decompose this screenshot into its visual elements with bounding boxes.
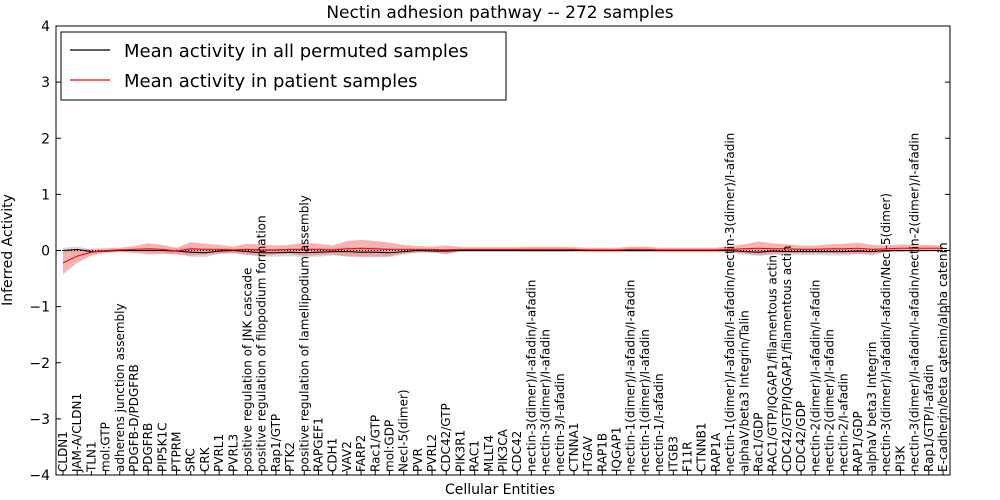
x-tick-label: CTNNA1 — [567, 422, 581, 472]
x-tick-label: nectin-1(dimer)/I-afadin/I-afadin — [624, 280, 638, 472]
x-tick-label: CDC42/GDP — [794, 401, 808, 472]
x-tick-label: RAP1B — [595, 433, 609, 472]
y-tick-label: 3 — [41, 75, 50, 91]
x-tick-label: PVR — [411, 448, 425, 472]
x-tick-label: Necl-5(dimer) — [397, 389, 411, 472]
x-tick-label: alphaV beta3 Integrin — [865, 341, 879, 472]
x-tick-label: RAPGEF1 — [311, 417, 325, 472]
y-tick-label: −3 — [29, 412, 50, 428]
x-tick-label: nectin-1(dimer)/I-afadin — [638, 329, 652, 472]
confidence-bands — [63, 239, 943, 275]
x-tick-label: PDGFRB — [141, 423, 155, 472]
x-tick-label: Rap1/GTP/I-afadin — [922, 364, 936, 472]
x-tick-label: CDH1 — [326, 438, 340, 472]
x-tick-label: F11R — [681, 441, 695, 472]
x-tick-label: nectin-1/I-afadin — [652, 373, 666, 472]
x-tick-label: PTPRM — [170, 432, 184, 473]
x-tick-label: positive regulation of lamellipodium ass… — [297, 195, 311, 472]
band-series-1 — [63, 239, 943, 275]
x-tick-label: nectin-1(dimer)/I-afadin/I-afadin/nectin… — [723, 133, 737, 472]
line-series-1 — [62, 247, 943, 264]
y-tick-label: −4 — [29, 468, 50, 484]
x-tick-label: CLDN1 — [56, 431, 70, 472]
x-tick-label: PIK3CA — [496, 428, 510, 472]
plot-frame — [55, 25, 951, 476]
x-tick-label: CRK — [198, 446, 212, 472]
x-tick-labels: CLDN1 JAM-A/CLDN1 TLN1 mol:GTP adherens junc… — [56, 133, 950, 475]
x-tick-label: CDC42/GTP/IQGAP1/filamentous actin — [780, 246, 794, 472]
line-series-0 — [62, 248, 943, 254]
legend-label-permuted: Mean activity in all permuted samples — [124, 41, 468, 62]
y-tick-label: 2 — [41, 131, 50, 147]
x-tick-label: CDC42/GTP — [439, 403, 453, 472]
x-tick-label: RAC1 — [468, 440, 482, 472]
x-tick-label: ITGB3 — [666, 436, 680, 472]
x-tick-label: Rac1/GTP — [368, 415, 382, 472]
x-tick-label: TLN1 — [84, 441, 98, 473]
x-tick-label: nectin-3(dimer)/I-afadin/I-afadin — [524, 280, 538, 472]
x-tick-label: nectin-3(dimer)/I-afadin/I-afadin/Necl-5… — [879, 193, 893, 472]
y-axis-label: Inferred Activity — [0, 194, 16, 306]
y-tick-label: −2 — [29, 356, 50, 372]
x-tick-label: positive regulation of JNK cascade — [241, 268, 255, 472]
x-tick-label: IQGAP1 — [610, 427, 624, 472]
x-tick-label: PDGFB-D/PDGFRB — [127, 364, 141, 472]
legend-label-patient: Mean activity in patient samples — [124, 71, 418, 92]
x-tick-label: JAM-A/CLDN1 — [70, 393, 84, 473]
x-tick-label: nectin-3(dimer)/I-afadin/I-afadin/nectin… — [908, 133, 922, 472]
series-lines — [62, 247, 943, 264]
x-tick-label: E-cadherin/beta catenin/alpha catenin — [936, 242, 950, 472]
x-tick-label: CDC42 — [510, 431, 524, 472]
y-tick-label: −1 — [29, 300, 50, 316]
x-tick-label: nectin-3/I-afadin — [553, 373, 567, 472]
chart-title: Nectin adhesion pathway -- 272 samples — [326, 3, 673, 23]
y-tick-label: 4 — [41, 19, 50, 35]
x-tick-label: alphaV/beta3 Integrin/Talin — [737, 310, 751, 472]
x-tick-label: positive regulation of filopodium format… — [255, 215, 269, 472]
x-tick-label: VAV2 — [340, 441, 354, 472]
y-tick-label: 1 — [41, 187, 50, 203]
x-tick-label: PI3K — [893, 445, 907, 472]
x-tick-label: PVRL1 — [212, 434, 226, 472]
x-tick-label: ITGAV — [581, 435, 595, 472]
y-axis-ticks: −4 −3 −2 −1 0 1 2 3 4 — [29, 19, 950, 484]
x-tick-label: nectin-3(dimer)/I-afadin — [539, 329, 553, 472]
x-tick-label: Rap1/GTP — [269, 414, 283, 472]
x-tick-label: nectin-2/I-afadin — [837, 373, 851, 472]
x-tick-label: nectin-2(dimer)/I-afadin — [822, 329, 836, 472]
x-tick-label: RAC1/GTP/IQGAP1/filamentous actin — [766, 255, 780, 472]
x-axis-label: Cellular Entities — [445, 482, 555, 498]
x-tick-label: PIK3R1 — [453, 430, 467, 472]
x-tick-label: SRC — [184, 448, 198, 472]
x-tick-label: MLLT4 — [482, 435, 496, 472]
x-tick-label: Rac1/GDP — [751, 413, 765, 472]
x-tick-label: FARP2 — [354, 435, 368, 472]
legend-box — [60, 31, 507, 101]
x-tick-label: mol:GTP — [99, 422, 113, 472]
x-tick-label: RAP1/GDP — [851, 411, 865, 472]
x-tick-label: nectin-2(dimer)/I-afadin/I-afadin — [808, 280, 822, 472]
x-tick-label: CTNNB1 — [695, 422, 709, 472]
y-tick-label: 0 — [41, 244, 50, 260]
x-tick-label: mol:GDP — [382, 420, 396, 472]
x-tick-label: PIP5K1C — [155, 422, 169, 472]
legend: Mean activity in all permuted samples Me… — [60, 31, 507, 101]
x-tick-label: PTK2 — [283, 442, 297, 472]
x-tick-label: adherens junction assembly — [113, 303, 127, 472]
x-tick-label: RAP1A — [709, 432, 723, 472]
x-tick-label: PVRL2 — [425, 434, 439, 472]
x-tick-label: PVRL3 — [226, 434, 240, 472]
